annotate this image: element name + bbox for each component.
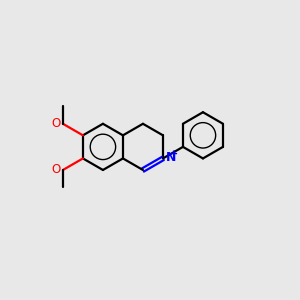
Text: O: O <box>51 117 61 130</box>
Text: O: O <box>51 164 61 176</box>
Text: +: + <box>169 149 178 159</box>
Text: N: N <box>166 151 177 164</box>
